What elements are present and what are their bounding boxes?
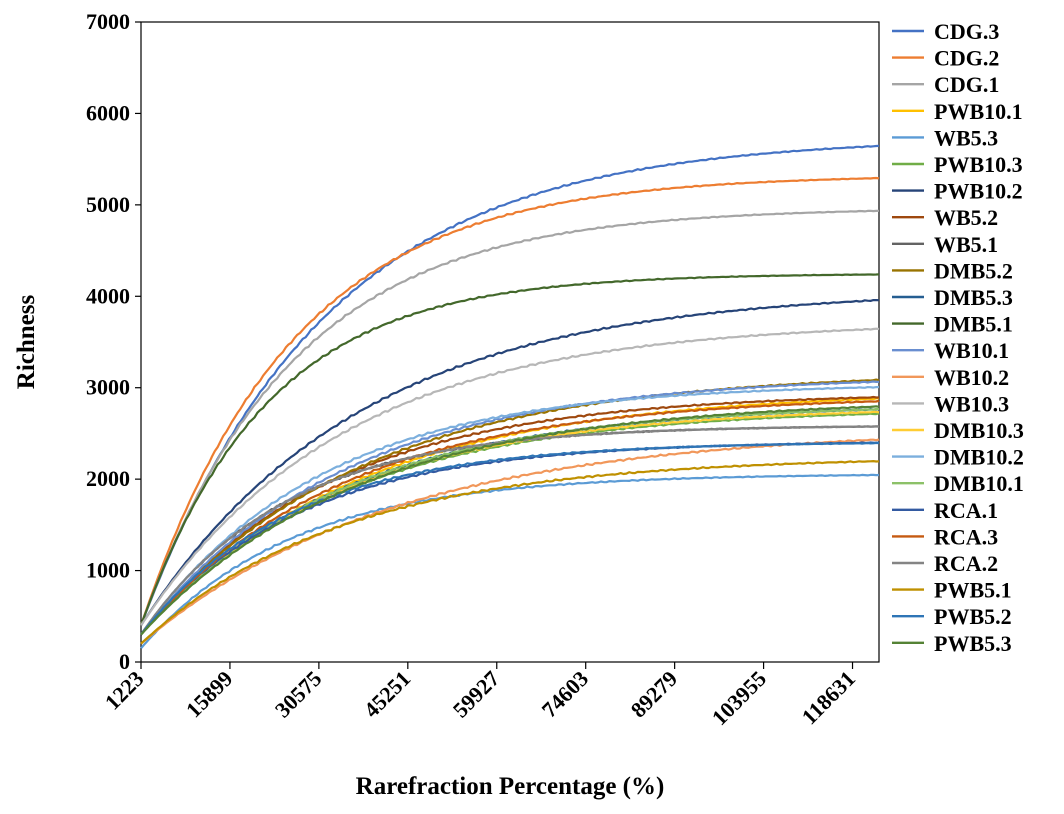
series-line-wb10-1 (140, 380, 880, 636)
series-line-rca-3 (140, 399, 880, 636)
legend-label: DMB10.3 (934, 418, 1024, 443)
series-line-wb5-2 (140, 395, 879, 636)
legend-label: PWB10.2 (934, 179, 1023, 204)
y-tick-label: 3000 (86, 375, 130, 400)
legend-label: DMB5.2 (934, 258, 1013, 283)
legend-label: DMB10.2 (934, 445, 1024, 470)
series-line-pwb5-2 (140, 441, 880, 636)
x-tick-label: 118631 (797, 666, 860, 729)
legend-label: PWB5.2 (934, 604, 1012, 629)
x-tick-label: 15899 (181, 666, 238, 723)
legend-label: PWB10.3 (934, 152, 1023, 177)
y-tick-label: 5000 (86, 192, 130, 217)
legend-label: RCA.2 (934, 551, 998, 576)
y-tick-label: 0 (119, 649, 130, 674)
x-axis-title: Rarefraction Percentage (%) (356, 773, 665, 800)
legend-label: DMB5.3 (934, 285, 1013, 310)
series-line-cdg-2 (139, 176, 880, 626)
y-tick-label: 6000 (86, 100, 130, 125)
legend-label: WB5.3 (934, 125, 998, 150)
series-line-cdg-3 (139, 144, 880, 626)
legend: CDG.3CDG.2CDG.1PWB10.1WB5.3PWB10.3PWB10.… (892, 19, 1024, 656)
x-tick-label: 89279 (626, 666, 683, 723)
x-tick-label: 45251 (359, 666, 416, 723)
y-tick-label: 7000 (86, 9, 130, 34)
x-tick-label: 59927 (448, 666, 505, 723)
legend-label: WB10.2 (934, 365, 1009, 390)
legend-label: PWB5.1 (934, 578, 1012, 603)
legend-label: PWB5.3 (934, 631, 1012, 656)
series-group (139, 144, 880, 650)
series-line-wb10-3 (140, 327, 880, 627)
x-tick-label: 1223 (100, 666, 149, 715)
y-tick-label: 1000 (86, 558, 130, 583)
series-line-pwb10-2 (140, 299, 880, 626)
legend-label: WB5.2 (934, 205, 998, 230)
plot-area (140, 21, 880, 663)
axes-group: 0 1000 2000 3000 4000 5000 6000 7000 1223 15899 30… (86, 9, 860, 730)
legend-label: WB10.1 (934, 338, 1009, 363)
series-line-pwb5-1 (140, 460, 880, 645)
series-line-wb5-3 (140, 473, 880, 650)
series-line-dmb5-1 (139, 273, 880, 626)
legend-label: WB5.1 (934, 232, 998, 257)
series-line-dmb10-2 (140, 385, 880, 636)
legend-label: WB10.3 (934, 391, 1009, 416)
legend-label: PWB10.1 (934, 99, 1023, 124)
legend-label: DMB10.1 (934, 471, 1024, 496)
series-line-pwb5-3 (140, 405, 880, 636)
series-line-wb10-2 (140, 438, 880, 645)
legend-label: RCA.3 (934, 524, 998, 549)
x-tick-label: 103955 (707, 666, 771, 730)
legend-label: CDG.1 (934, 72, 999, 97)
series-line-cdg-1 (139, 209, 880, 626)
x-tick-label: 74603 (537, 666, 594, 723)
plot-frame (140, 21, 880, 663)
x-tick-label: 30575 (270, 666, 327, 723)
legend-label: CDG.3 (934, 19, 999, 44)
y-tick-label: 2000 (86, 466, 130, 491)
legend-label: DMB5.1 (934, 312, 1013, 337)
y-axis-title: Richness (13, 295, 40, 390)
legend-label: CDG.2 (934, 46, 999, 71)
y-tick-label: 4000 (86, 283, 130, 308)
legend-label: RCA.1 (934, 498, 998, 523)
